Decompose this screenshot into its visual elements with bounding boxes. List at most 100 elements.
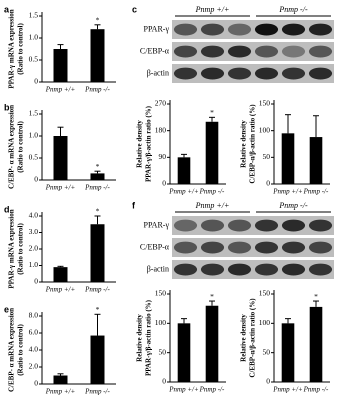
blot-band bbox=[281, 241, 306, 254]
blot-band bbox=[227, 263, 252, 276]
x-tick-label: Pnmp -/- bbox=[84, 286, 110, 294]
y-tick-label: 1.0 bbox=[29, 260, 39, 269]
row-label: C/EBP-α bbox=[140, 242, 170, 251]
y-axis-label: PPAR-γ mRNA expression bbox=[8, 9, 16, 88]
error-bar bbox=[94, 170, 101, 174]
y-tick-label: 0 bbox=[34, 379, 38, 388]
error-bar bbox=[181, 318, 187, 324]
y-tick-label: 2.0 bbox=[29, 362, 39, 371]
blot-band bbox=[227, 45, 252, 58]
bar bbox=[90, 173, 105, 180]
y-tick-label: 6.0 bbox=[29, 328, 39, 337]
blot-band bbox=[173, 263, 198, 276]
group-label: Pnmp -/- bbox=[278, 5, 308, 14]
x-tick-label: Pnmp +/+ bbox=[45, 86, 76, 94]
bar bbox=[90, 335, 105, 384]
blot-band bbox=[254, 23, 279, 36]
y-axis-label: PPAR-γ mRNA expression bbox=[8, 209, 16, 288]
y-axis-label: C/EBP-α/β-actin ratio (%) bbox=[249, 298, 257, 378]
y-tick-label: 0.5 bbox=[29, 153, 39, 162]
y-tick-label: 1.5 bbox=[29, 109, 39, 118]
significance-mark: * bbox=[96, 162, 100, 171]
bar bbox=[205, 305, 219, 382]
group-label: Pnmp +/+ bbox=[195, 5, 230, 14]
panel-label: f bbox=[132, 200, 136, 210]
x-tick-label: Pnmp -/- bbox=[84, 184, 110, 192]
error-bar bbox=[285, 114, 291, 134]
x-tick-label: Pnmp +/+ bbox=[168, 386, 199, 394]
y-tick-label: 90 bbox=[159, 152, 167, 161]
row-label: C/EBP-α bbox=[140, 46, 170, 55]
significance-mark: * bbox=[210, 292, 214, 301]
bar bbox=[177, 157, 191, 184]
blot-band bbox=[200, 45, 225, 58]
panel-label: b bbox=[4, 102, 10, 112]
y-tick-label: 0 bbox=[34, 175, 38, 184]
y-axis-label: (Ratio to control) bbox=[17, 23, 25, 75]
blot-band bbox=[173, 23, 198, 36]
blot-band bbox=[227, 241, 252, 254]
x-tick-label: Pnmp -/- bbox=[303, 188, 329, 196]
y-tick-label: 0 bbox=[34, 277, 38, 286]
blot-band bbox=[227, 23, 252, 36]
bar bbox=[309, 306, 323, 382]
y-axis-label: (Ratio to control) bbox=[17, 223, 25, 275]
x-tick-label: Pnmp -/- bbox=[84, 388, 110, 396]
blot-band bbox=[173, 241, 198, 254]
bar bbox=[281, 323, 295, 382]
bar bbox=[177, 323, 191, 382]
y-tick-label: 0 bbox=[162, 377, 166, 386]
y-tick-label: 1.0 bbox=[29, 33, 39, 42]
y-axis-label: (Ratio to control) bbox=[17, 121, 25, 173]
y-tick-label: 1.0 bbox=[29, 131, 39, 140]
panel-label: a bbox=[4, 4, 10, 14]
bar bbox=[281, 133, 295, 184]
x-tick-label: Pnmp +/+ bbox=[272, 188, 303, 196]
error-bar bbox=[57, 126, 64, 136]
y-tick-label: 100 bbox=[155, 318, 167, 327]
bar bbox=[309, 137, 323, 184]
blot-band bbox=[254, 241, 279, 254]
y-tick-label: 0 bbox=[34, 77, 38, 86]
bar bbox=[90, 29, 105, 82]
blot-band bbox=[281, 67, 306, 80]
panel-label: e bbox=[4, 304, 9, 314]
blot-band bbox=[254, 45, 279, 58]
y-tick-label: 4.0 bbox=[29, 211, 39, 220]
bar bbox=[53, 49, 68, 82]
group-label: Pnmp -/- bbox=[278, 201, 308, 210]
blot-band bbox=[281, 23, 306, 36]
error-bar bbox=[94, 313, 101, 336]
blot-band bbox=[200, 23, 225, 36]
y-tick-label: 4.0 bbox=[29, 345, 39, 354]
blot-band bbox=[173, 219, 198, 232]
blot-band bbox=[254, 219, 279, 232]
y-tick-label: 50 bbox=[263, 347, 271, 356]
row-label: PPAR-γ bbox=[144, 24, 170, 33]
bar bbox=[53, 267, 68, 282]
y-axis-label: PPAR-γ/β-actin ratio (%) bbox=[145, 299, 153, 376]
y-axis-label: PPAR-γ/β-actin ratio (%) bbox=[145, 105, 153, 182]
error-bar bbox=[209, 116, 215, 122]
error-bar bbox=[57, 373, 64, 376]
error-bar bbox=[94, 215, 101, 225]
error-bar bbox=[57, 44, 64, 49]
y-tick-label: 8.0 bbox=[29, 311, 39, 320]
y-tick-label: 100 bbox=[259, 125, 271, 134]
x-tick-label: Pnmp -/- bbox=[199, 188, 225, 196]
blot-band bbox=[308, 241, 333, 254]
y-tick-label: 180 bbox=[155, 125, 167, 134]
error-bar bbox=[313, 115, 319, 138]
blot-band bbox=[308, 67, 333, 80]
y-tick-label: 3.0 bbox=[29, 227, 39, 236]
y-tick-label: 50 bbox=[263, 152, 271, 161]
y-tick-label: 0 bbox=[266, 179, 270, 188]
blot-band bbox=[173, 67, 198, 80]
error-bar bbox=[285, 318, 291, 324]
blot-band bbox=[227, 67, 252, 80]
y-tick-label: 1.5 bbox=[29, 11, 39, 20]
y-tick-label: 0.5 bbox=[29, 55, 39, 64]
significance-mark: * bbox=[96, 207, 100, 216]
error-bar bbox=[94, 24, 101, 30]
